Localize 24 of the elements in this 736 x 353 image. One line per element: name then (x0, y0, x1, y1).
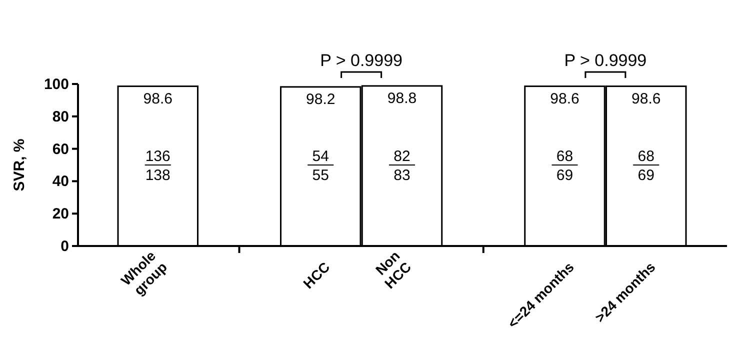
data-label: 98.2 (306, 90, 336, 108)
y-tick-label: 20 (52, 206, 69, 223)
data-label: 98.6 (632, 90, 661, 108)
y-tick-label: 80 (52, 108, 69, 126)
data-label: 98.8 (387, 90, 417, 107)
annotation: 69 (638, 167, 654, 184)
y-tick-label: 40 (52, 173, 69, 190)
annotation: 136 (145, 148, 170, 165)
annotation: 138 (145, 167, 170, 184)
annotation: 69 (556, 167, 574, 184)
annotation: 68 (556, 148, 574, 165)
y-axis-title: SVR, % (11, 138, 28, 192)
y-tick-label: 0 (60, 238, 69, 255)
annotation: 55 (312, 167, 329, 184)
text: P > 0.9999 (320, 51, 403, 70)
annotation: 54 (312, 148, 329, 165)
text: P > 0.9999 (564, 51, 647, 70)
annotation: 68 (638, 148, 654, 165)
data-label: 98.6 (143, 90, 172, 108)
y-tick-label: 60 (52, 140, 69, 158)
data-label: 98.6 (550, 90, 580, 108)
annotation: 82 (394, 148, 410, 165)
annotation: 83 (394, 167, 410, 184)
y-tick-label: 100 (44, 76, 69, 93)
